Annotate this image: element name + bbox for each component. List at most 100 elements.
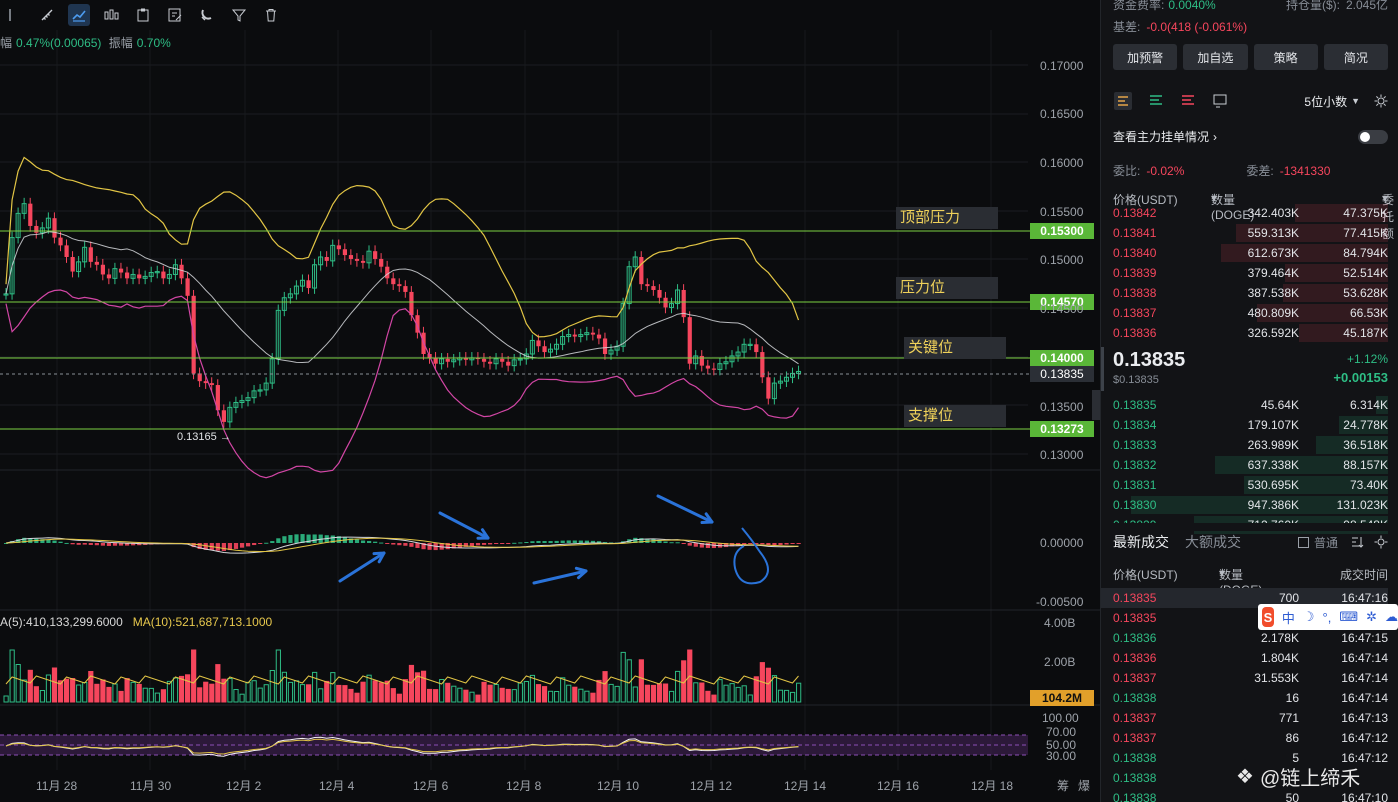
orderbook-asks-icon[interactable] [1179, 92, 1197, 110]
volume-bar [475, 694, 481, 703]
chip-distribution-button[interactable]: 筹 [1057, 779, 1070, 793]
bid-row[interactable]: 0.13833 263.989K 36.518K [1113, 435, 1388, 455]
orderbook-compact-icon[interactable] [1211, 92, 1229, 110]
volume-bar [572, 686, 578, 703]
add-alert-button[interactable]: 加预警 [1113, 44, 1178, 70]
volume-bar [251, 680, 257, 703]
volume-bar [669, 690, 675, 703]
bid-row[interactable]: 0.13834 179.107K 24.778K [1113, 415, 1388, 435]
price-cell: 0.13832 [1113, 458, 1157, 472]
volume-bar [384, 680, 390, 703]
volume-bar [705, 690, 711, 703]
toolbar-edge-icon[interactable] [4, 4, 26, 26]
main-orders-row[interactable]: 查看主力挂单情况 › [1113, 128, 1388, 145]
candle-body [463, 357, 468, 360]
candle-body [318, 256, 324, 266]
candle-body [39, 227, 45, 234]
candle-body [790, 372, 795, 378]
candle-body [348, 255, 354, 259]
candlestick-chart[interactable] [0, 0, 1100, 802]
qty-cell: 179.107K [1247, 418, 1299, 432]
price-cell: 0.13841 [1113, 226, 1157, 240]
trade-time: 16:47:12 [1341, 731, 1388, 745]
volume-bar [529, 674, 536, 703]
volume-bar [142, 687, 148, 703]
candle-type-icon[interactable] [100, 4, 122, 26]
bid-row[interactable]: 0.13832 637.338K 88.157K [1113, 455, 1388, 475]
ask-row[interactable]: 0.13841 559.313K 77.415K [1113, 223, 1388, 243]
macd-bar [64, 542, 69, 544]
level-price-tag: 0.13273 [1030, 421, 1094, 437]
tab-large-trades[interactable]: 大额成交 [1185, 534, 1241, 550]
trade-price: 0.13837 [1113, 671, 1157, 685]
normal-checkbox[interactable] [1297, 536, 1309, 548]
candle-body [239, 400, 245, 403]
date-axis-label: 12月 2 [226, 779, 262, 793]
volume-bar [124, 678, 130, 703]
last-price-block: 0.13835 $0.13835 +1.12% +0.00153 [1101, 344, 1398, 392]
ask-row[interactable]: 0.13840 612.673K 84.794K [1113, 243, 1388, 263]
ime-toolbar[interactable]: S 中 ☽ °, ⌨ ✲ ☁ [1258, 604, 1398, 630]
ask-row[interactable]: 0.13842 342.403K 47.375K [1113, 203, 1388, 223]
volume-bar [451, 685, 457, 703]
tab-latest-trades[interactable]: 最新成交 [1113, 534, 1169, 550]
macd-bar [481, 543, 487, 545]
candle-body [385, 266, 390, 279]
orderbook-both-icon[interactable] [1113, 91, 1133, 111]
bid-row[interactable]: 0.13831 530.695K 73.40K [1113, 475, 1388, 495]
ask-row[interactable]: 0.13837 480.809K 66.53K [1113, 303, 1388, 323]
trade-row: 0.13835 700 16:47:16 [1101, 588, 1388, 608]
macd-bar [451, 543, 456, 549]
candle-body [179, 264, 184, 279]
amount-cell: 84.794K [1343, 246, 1388, 260]
volume-bar [154, 692, 160, 703]
add-watchlist-button[interactable]: 加自选 [1183, 44, 1248, 70]
bid-row[interactable]: 0.13835 45.64K 6.314K [1113, 395, 1388, 415]
filter-icon[interactable] [228, 4, 250, 26]
ask-row[interactable]: 0.13838 387.538K 53.628K [1113, 283, 1388, 303]
collapse-handle[interactable] [1101, 347, 1104, 391]
ask-row[interactable]: 0.13836 326.592K 45.187K [1113, 323, 1388, 343]
amount-cell: 6.314K [1349, 398, 1388, 412]
ruler-icon[interactable] [36, 4, 58, 26]
candle-body [391, 278, 396, 285]
decimal-select[interactable]: 5位小数 [1304, 94, 1348, 109]
level-label-support: 支撑位 [904, 405, 1006, 427]
sort-icon[interactable] [1350, 535, 1364, 549]
macd-bar [221, 543, 226, 551]
bid-depth-bar [1316, 436, 1388, 454]
magnet-icon[interactable] [196, 4, 218, 26]
chart-area[interactable]: 幅 0.47%(0.00065) 振幅 0.70% 顶部压力 压力位 关键位 支撑位… [0, 0, 1100, 802]
main-orders-toggle[interactable] [1358, 129, 1388, 144]
overview-button[interactable]: 简况 [1323, 44, 1388, 70]
trade-qty-unit-select[interactable]: 数量(DOGE) ▾ [1219, 566, 1262, 597]
candle-body [529, 339, 535, 355]
candle-body [161, 271, 166, 279]
trade-time: 16:47:15 [1341, 631, 1388, 645]
candle-body [130, 273, 136, 279]
macd-bar [118, 543, 124, 546]
bid-row[interactable]: 0.13830 947.386K 131.023K [1113, 495, 1388, 515]
candle-body [741, 343, 747, 353]
trend-line-icon[interactable] [68, 4, 90, 26]
candle-body [608, 349, 614, 355]
qty-unit-select[interactable]: 数量(DOGE) ▾ [1211, 191, 1255, 222]
candle-body [506, 361, 511, 366]
strategy-button[interactable]: 策略 [1253, 44, 1318, 70]
qty-cell: 637.338K [1247, 458, 1299, 472]
candle-body [590, 332, 596, 335]
volume-bar [221, 678, 227, 703]
trash-icon[interactable] [260, 4, 282, 26]
trade-time: 16:47:10 [1341, 791, 1388, 802]
clipboard-icon[interactable] [132, 4, 154, 26]
amount-unit-select[interactable]: 委托额 ▾ [1381, 191, 1394, 241]
orderbook-bids-icon[interactable] [1147, 92, 1165, 110]
candle-body [251, 390, 257, 399]
settings-icon[interactable] [1374, 94, 1388, 108]
ask-row[interactable]: 0.13839 379.464K 52.514K [1113, 263, 1388, 283]
liquidation-button[interactable]: 爆 [1078, 779, 1091, 793]
note-icon[interactable] [164, 4, 186, 26]
settings-icon[interactable] [1374, 535, 1388, 549]
macd-bar [687, 543, 692, 546]
skin-icon: ✲ [1366, 609, 1377, 624]
